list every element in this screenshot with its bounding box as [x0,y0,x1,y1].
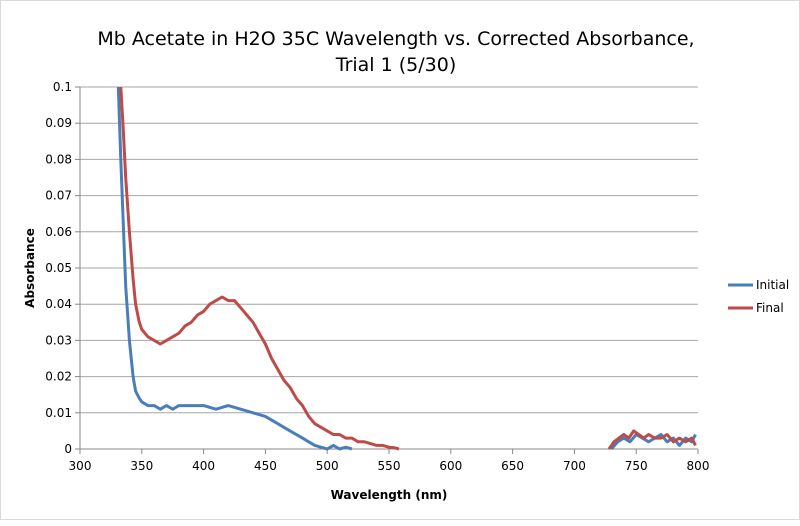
y-tick-label: 0.06 [45,225,72,239]
x-tick-label: 450 [254,459,277,473]
y-tick-label: 0.05 [45,261,72,275]
series-line-initial [116,86,353,451]
y-tick-label: 0.04 [45,297,72,311]
x-tick-label: 350 [130,459,153,473]
series-line-final [119,86,400,451]
legend-label-initial: Initial [756,278,789,292]
y-tick-label: 0.07 [45,189,72,203]
chart-title-line2: Trial 1 (5/30) [335,54,457,76]
x-tick-label: 750 [625,459,648,473]
x-tick-label: 700 [563,459,586,473]
y-axis-label: Absorbance [23,228,37,308]
x-tick-label: 300 [69,459,92,473]
x-tick-label: 600 [439,459,462,473]
x-tick-label: 400 [192,459,215,473]
x-tick-label: 550 [378,459,401,473]
y-tick-label: 0 [64,442,72,456]
y-tick-label: 0.08 [45,152,72,166]
y-tick-label: 0.1 [53,80,72,94]
y-tick-label: 0.02 [45,370,72,384]
x-tick-label: 500 [316,459,339,473]
x-tick-label: 800 [687,459,710,473]
legend-label-final: Final [756,301,784,315]
y-tick-label: 0.09 [45,116,72,130]
chart-title: Mb Acetate in H2O 35C Wavelength vs. Cor… [97,28,694,50]
series-line-final [607,429,697,450]
y-tick-label: 0.01 [45,406,72,420]
x-tick-label: 650 [501,459,524,473]
x-axis-label: Wavelength (nm) [331,488,448,502]
y-tick-label: 0.03 [45,333,72,347]
